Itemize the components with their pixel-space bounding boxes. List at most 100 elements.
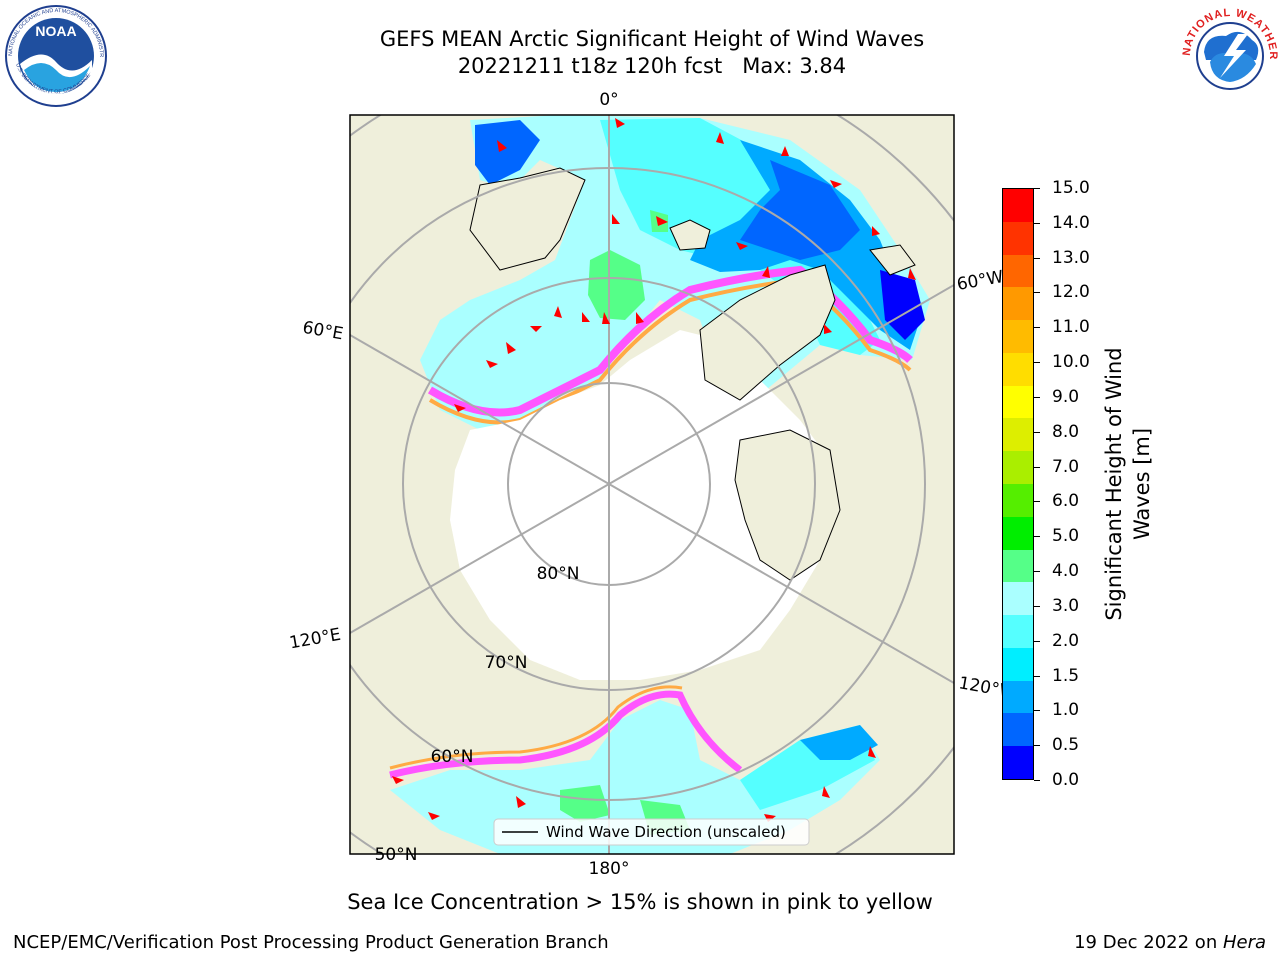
footer-host: Hera — [1222, 932, 1266, 953]
colorbar-tick-label: 7.0 — [1052, 456, 1080, 477]
footer-date: 19 Dec 2022 on Hera — [1074, 932, 1266, 953]
arrow — [615, 118, 625, 128]
scandinavia — [469, 167, 586, 271]
footer-branch: NCEP/EMC/Verification Post Processing Pr… — [13, 932, 609, 953]
colorbar — [1002, 188, 1034, 780]
lon-label-180: 180° — [589, 859, 630, 879]
colorbar-tick-mark — [1034, 257, 1040, 259]
arrow — [612, 214, 620, 224]
colorbar-title-line1: Significant Height of Wind — [1102, 347, 1126, 621]
lat-label-50n: 50°N — [375, 845, 418, 865]
bering-green-1 — [560, 785, 610, 822]
arrow — [497, 140, 507, 152]
arrow — [868, 746, 876, 758]
colorbar-segment — [1003, 188, 1033, 222]
colorbar-tick-mark — [1034, 396, 1040, 398]
norwegian-sea-blue — [475, 120, 540, 185]
colorbar-tick-label: 11.0 — [1052, 317, 1090, 338]
colorbar-tick-label: 15.0 — [1052, 178, 1090, 198]
arrow — [516, 796, 526, 808]
arrow — [554, 306, 562, 318]
bering-blue — [800, 725, 878, 760]
colorbar-segment — [1003, 451, 1033, 484]
colorbar-segment — [1003, 615, 1033, 648]
arrow — [636, 312, 644, 324]
colorbar-segment — [1003, 647, 1033, 681]
colorbar-segment — [1003, 418, 1033, 452]
lon-label-120e: 120°E — [288, 625, 342, 654]
arrow — [822, 786, 830, 798]
arrow — [486, 360, 498, 368]
colorbar-tick-label: 0.5 — [1052, 735, 1080, 756]
arrow — [762, 266, 770, 278]
colorbar-segment — [1003, 385, 1033, 419]
colorbar-segment — [1003, 287, 1033, 321]
colorbar-tick-label: 8.0 — [1052, 421, 1080, 442]
colorbar-segment — [1003, 516, 1033, 550]
noaa-logo: NOAA NATIONAL OCEANIC AND ATMOSPHERIC AD… — [0, 0, 107, 107]
arrow — [428, 812, 440, 820]
colorbar-tick-mark — [1034, 188, 1040, 189]
iceland — [869, 244, 916, 276]
colorbar-tick-label: 14.0 — [1052, 212, 1090, 233]
colorbar-title: Significant Height of Wind Waves [m] — [1100, 347, 1156, 620]
arrow — [602, 312, 610, 324]
colorbar-tick-label: 13.0 — [1052, 247, 1090, 268]
colorbar-tick-label: 9.0 — [1052, 386, 1080, 407]
arrow — [716, 132, 724, 144]
lat-label-80n: 80°N — [537, 564, 580, 584]
lon-label-0: 0° — [599, 90, 618, 110]
colorbar-tick-label: 5.0 — [1052, 526, 1080, 547]
arrow — [736, 242, 748, 250]
colorbar-tick-label: 10.0 — [1052, 352, 1090, 373]
colorbar-segment — [1003, 221, 1033, 255]
sea-ice-note: Sea Ice Concentration > 15% is shown in … — [347, 890, 933, 914]
footer-date-text: 19 Dec 2022 on — [1074, 932, 1223, 953]
colorbar-segment — [1003, 320, 1033, 353]
colorbar-segment — [1003, 254, 1033, 288]
colorbar-tick-mark — [1034, 605, 1040, 607]
colorbar-tick-label: 12.0 — [1052, 282, 1090, 303]
colorbar-tick-label: 1.0 — [1052, 700, 1080, 721]
colorbar-tick-label: 6.0 — [1052, 491, 1080, 512]
map-legend: Wind Wave Direction (unscaled) — [493, 818, 810, 846]
map-subtitle: 20221211 t18z 120h fcst Max: 3.84 — [457, 54, 847, 78]
colorbar-tick-label: 1.5 — [1052, 665, 1080, 686]
colorbar-tick-label: 4.0 — [1052, 561, 1080, 582]
colorbar-tick-mark — [1034, 710, 1040, 712]
colorbar-tick-mark — [1034, 292, 1040, 294]
lon-label-60w: 60°W — [955, 267, 1005, 295]
atlantic-wave-field-deep — [740, 160, 860, 260]
arrow — [908, 268, 916, 280]
colorbar-segment — [1003, 680, 1033, 714]
map-frame — [349, 114, 955, 855]
colorbar-tick-mark — [1034, 362, 1040, 364]
arrow — [506, 342, 516, 354]
arrow — [582, 312, 590, 322]
arrow — [781, 146, 789, 156]
colorbar-tick-mark — [1034, 780, 1040, 781]
nws-logo: NATIONAL WEATHER SERVICE — [0, 0, 1280, 106]
colorbar-tick-mark — [1034, 327, 1040, 329]
colorbar-segment — [1003, 746, 1033, 779]
colorbar-segment — [1003, 713, 1033, 747]
arrow — [824, 324, 832, 334]
greenland — [699, 264, 836, 401]
lon-label-60e: 60°E — [301, 318, 345, 345]
nws-ring-text: NATIONAL WEATHER SERVICE — [0, 0, 1278, 60]
colorbar-segment — [1003, 483, 1033, 517]
bering-wave-field — [390, 700, 880, 854]
colorbar-segment — [1003, 582, 1033, 616]
colorbar-segment — [1003, 549, 1033, 583]
atlantic-wave-field-deep2 — [880, 270, 925, 340]
map-area: Wind Wave Direction (unscaled) — [350, 115, 954, 854]
colorbar-tick-label: 0.0 — [1052, 770, 1080, 790]
arrow — [454, 404, 466, 412]
noaa-logo-text: NOAA — [35, 23, 76, 39]
map-title: GEFS MEAN Arctic Significant Height of W… — [379, 27, 925, 51]
arrow — [656, 216, 668, 226]
arrow — [830, 180, 842, 188]
arrow — [392, 776, 404, 784]
colorbar-tick-mark — [1034, 675, 1040, 677]
